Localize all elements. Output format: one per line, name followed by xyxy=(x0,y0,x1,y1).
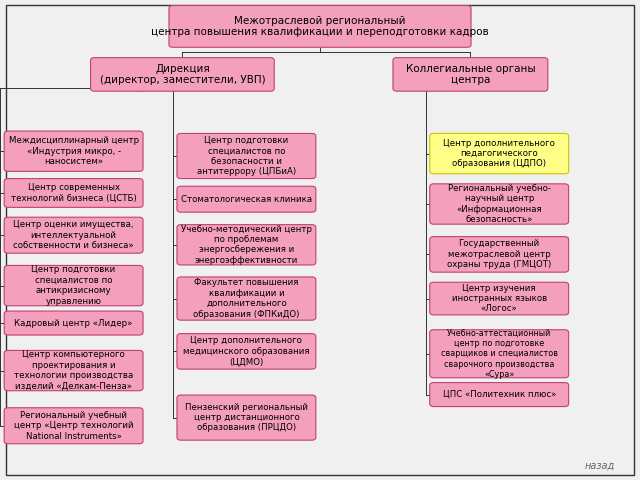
Text: назад: назад xyxy=(584,460,614,470)
FancyBboxPatch shape xyxy=(4,311,143,335)
Text: Коллегиальные органы
центра: Коллегиальные органы центра xyxy=(406,64,535,85)
Text: Межотраслевой региональный
центра повышения квалификации и переподготовки кадров: Межотраслевой региональный центра повыше… xyxy=(151,16,489,37)
FancyBboxPatch shape xyxy=(430,237,569,272)
Text: Пензенский региональный
центр дистанционного
образования (ПРЦДО): Пензенский региональный центр дистанцион… xyxy=(185,403,308,432)
FancyBboxPatch shape xyxy=(177,133,316,179)
FancyBboxPatch shape xyxy=(90,58,275,91)
Text: Центр компьютерного
проектирования и
технологии производства
изделий «Делкам-Пен: Центр компьютерного проектирования и тех… xyxy=(14,350,133,391)
Text: Междисциплинарный центр
«Индустрия микро, -
наносистем»: Междисциплинарный центр «Индустрия микро… xyxy=(8,136,139,166)
Text: Кадровый центр «Лидер»: Кадровый центр «Лидер» xyxy=(15,319,132,327)
FancyBboxPatch shape xyxy=(4,217,143,253)
FancyBboxPatch shape xyxy=(430,282,569,315)
Text: Центр изучения
иностранных языков
«Логос»: Центр изучения иностранных языков «Логос… xyxy=(452,284,547,313)
FancyBboxPatch shape xyxy=(393,58,548,91)
Text: Региональный учебный
центр «Центр технологий
National Instruments»: Региональный учебный центр «Центр технол… xyxy=(14,411,133,441)
Text: Стоматологическая клиника: Стоматологическая клиника xyxy=(181,195,312,204)
FancyBboxPatch shape xyxy=(430,383,569,407)
Text: Факультет повышения
квалификации и
дополнительного
образования (ФПКиДО): Факультет повышения квалификации и допол… xyxy=(193,278,300,319)
FancyBboxPatch shape xyxy=(177,277,316,320)
Text: Государственный
межотраслевой центр
охраны труда (ГМЦОТ): Государственный межотраслевой центр охра… xyxy=(447,240,551,269)
FancyBboxPatch shape xyxy=(177,225,316,265)
FancyBboxPatch shape xyxy=(6,5,634,475)
Text: Учебно-методический центр
по проблемам
энергосбережения и
энергоэффективности: Учебно-методический центр по проблемам э… xyxy=(181,225,312,265)
Text: ЦПС «Политехник плюс»: ЦПС «Политехник плюс» xyxy=(442,390,556,399)
Text: Центр современных
технологий бизнеса (ЦСТБ): Центр современных технологий бизнеса (ЦС… xyxy=(11,183,136,203)
FancyBboxPatch shape xyxy=(4,408,143,444)
Text: Учебно-аттестационный
центр по подготовке
сварщиков и специалистов
сварочного пр: Учебно-аттестационный центр по подготовк… xyxy=(441,328,557,379)
FancyBboxPatch shape xyxy=(4,179,143,207)
FancyBboxPatch shape xyxy=(177,186,316,212)
FancyBboxPatch shape xyxy=(177,334,316,369)
Text: Региональный учебно-
научный центр
«Информационная
безопасность»: Региональный учебно- научный центр «Инфо… xyxy=(448,184,550,224)
Text: Центр дополнительного
медицинского образования
(ЦДМО): Центр дополнительного медицинского образ… xyxy=(183,336,310,366)
FancyBboxPatch shape xyxy=(4,350,143,391)
Text: Центр подготовки
специалистов по
безопасности и
антитеррору (ЦПБиА): Центр подготовки специалистов по безопас… xyxy=(197,136,296,176)
FancyBboxPatch shape xyxy=(4,265,143,306)
Text: Центр подготовки
специалистов по
антикризисному
управлению: Центр подготовки специалистов по антикри… xyxy=(31,265,116,306)
FancyBboxPatch shape xyxy=(169,6,471,48)
Text: Центр дополнительного
педагогического
образования (ЦДПО): Центр дополнительного педагогического об… xyxy=(444,139,555,168)
FancyBboxPatch shape xyxy=(430,133,569,174)
FancyBboxPatch shape xyxy=(430,330,569,378)
FancyBboxPatch shape xyxy=(4,131,143,171)
FancyBboxPatch shape xyxy=(430,184,569,224)
Text: Дирекция
(директор, заместители, УВП): Дирекция (директор, заместители, УВП) xyxy=(100,63,265,85)
FancyBboxPatch shape xyxy=(177,395,316,440)
Text: Центр оценки имущества,
интеллектуальной
собственности и бизнеса»: Центр оценки имущества, интеллектуальной… xyxy=(13,220,134,250)
